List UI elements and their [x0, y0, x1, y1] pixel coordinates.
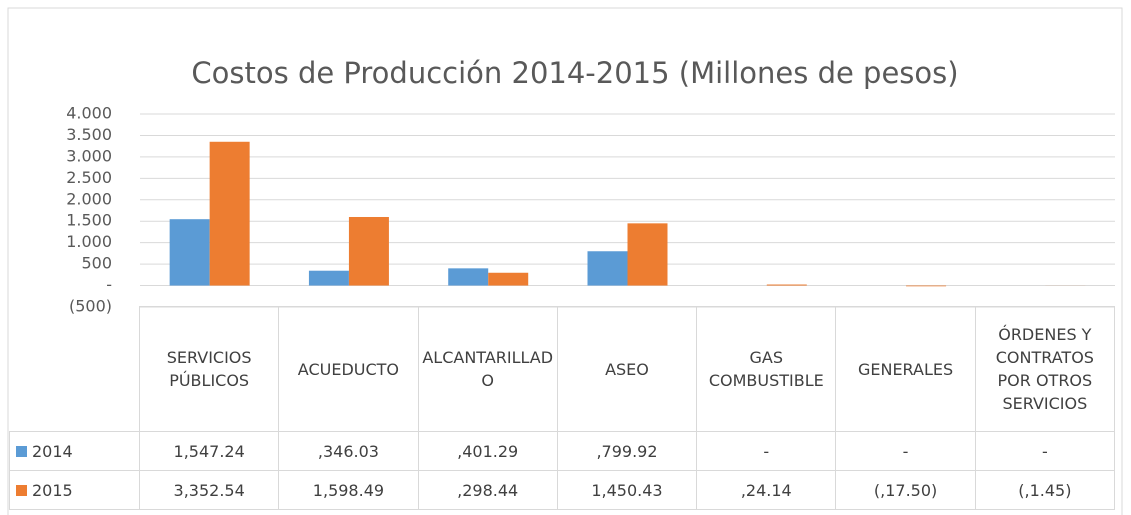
legend-swatch: [16, 445, 27, 457]
bar: [488, 272, 529, 286]
bar: [308, 270, 349, 286]
bar: [587, 251, 628, 286]
bar: [169, 219, 210, 286]
data-label: (,1.45): [974, 470, 1115, 510]
y-tick-label: 3.000: [66, 146, 112, 165]
data-label: -: [696, 431, 837, 471]
data-label: 1,450.43: [556, 470, 698, 510]
y-tick-label: 4.000: [66, 104, 112, 123]
data-label: (,17.50): [835, 470, 976, 510]
category-label: GAS COMBUSTIBLE: [696, 306, 837, 432]
data-label: ,24.14: [696, 470, 837, 510]
y-tick-label: (500): [69, 297, 112, 316]
bar: [348, 216, 389, 286]
legend-swatch: [16, 484, 27, 496]
data-label: ,298.44: [417, 470, 558, 510]
category-label: ACUEDUCTO: [278, 306, 419, 432]
chart-title: Costos de Producción 2014-2015 (Millones…: [191, 56, 958, 90]
y-tick-label: 1.000: [66, 232, 112, 251]
category-label: ÓRDENES Y CONTRATOS POR OTROS SERVICIOS: [974, 306, 1115, 432]
legend-label: 2014: [32, 441, 73, 461]
legend-entry: 2015: [9, 470, 140, 510]
data-label: 1,598.49: [278, 470, 419, 510]
data-label: ,401.29: [417, 431, 558, 471]
legend-entry: 2014: [9, 431, 140, 471]
y-tick-label: -: [106, 275, 112, 294]
bar: [627, 223, 668, 286]
legend-label: 2015: [32, 480, 73, 500]
bar: [448, 268, 489, 286]
category-label: ALCANTARILLADO: [417, 306, 558, 432]
y-tick-label: 3.500: [66, 125, 112, 144]
data-label: -: [974, 431, 1115, 471]
category-label: ASEO: [556, 306, 698, 432]
data-label: ,346.03: [278, 431, 419, 471]
bar: [766, 284, 807, 286]
y-tick-label: 2.000: [66, 189, 112, 208]
category-label: GENERALES: [835, 306, 976, 432]
data-label: -: [835, 431, 976, 471]
data-label: 3,352.54: [139, 470, 280, 510]
category-label: SERVICIOS PÚBLICOS: [139, 306, 280, 432]
chart-border: [7, 7, 1123, 515]
data-label: 1,547.24: [139, 431, 280, 471]
bar: [209, 141, 250, 286]
bar: [906, 285, 947, 287]
y-tick-label: 500: [81, 254, 112, 273]
data-label: ,799.92: [556, 431, 698, 471]
y-tick-label: 2.500: [66, 168, 112, 187]
y-tick-label: 1.500: [66, 211, 112, 230]
